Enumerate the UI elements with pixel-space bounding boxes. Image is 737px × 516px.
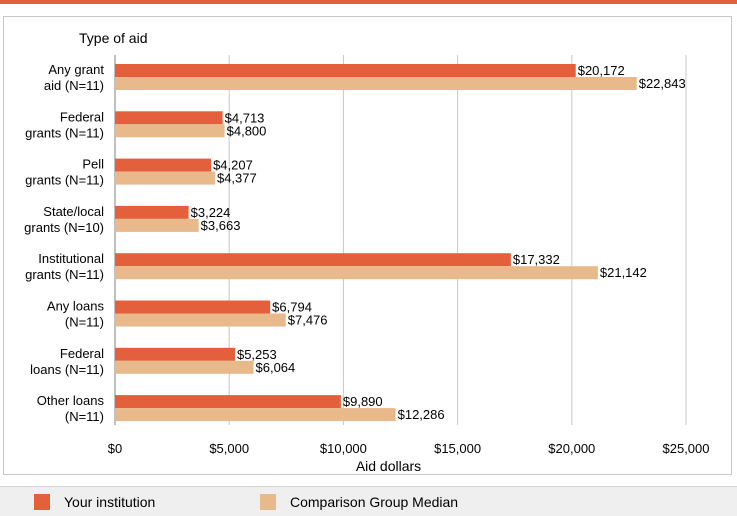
bar-institution — [115, 253, 511, 267]
bar-comparison — [115, 313, 286, 327]
category-label: State/local — [43, 204, 104, 219]
bars: $20,172 $22,843 $4,713$4,800 $4,207$4,377 $3… — [115, 63, 686, 422]
data-label-institution: $17,332 — [513, 252, 560, 267]
category-label: (N=11) — [65, 409, 104, 424]
bar-institution — [115, 300, 271, 314]
x-tick-label: $0 — [108, 441, 122, 456]
bar-institution — [115, 64, 576, 77]
legend-item-comparison: Comparison Group Median — [260, 494, 458, 510]
top-accent-bar — [0, 0, 737, 4]
chart-title: Type of aid — [79, 30, 148, 46]
x-tick-label: $25,000 — [663, 441, 710, 456]
legend-label-institution: Your institution — [64, 494, 156, 510]
data-label-comparison: $21,142 — [600, 265, 647, 280]
x-tick-label: $15,000 — [434, 441, 481, 456]
category-label: loans (N=11) — [30, 362, 104, 377]
bar-comparison — [115, 171, 215, 185]
category-label: grants (N=11) — [25, 267, 104, 282]
x-axis-label: Aid dollars — [356, 458, 421, 474]
data-label-institution: $6,794 — [272, 300, 312, 315]
category-label: aid (N=11) — [44, 78, 104, 93]
category-label: grants (N=10) — [24, 220, 104, 235]
category-label: Federal — [60, 346, 104, 361]
category-label: (N=11) — [65, 315, 104, 330]
data-label-institution: $4,713 — [225, 110, 265, 125]
bar-comparison — [115, 266, 598, 280]
category-label: Any grant — [48, 62, 104, 77]
legend-swatch-comparison — [260, 494, 276, 510]
bar-comparison — [115, 408, 396, 422]
data-label-institution: $3,224 — [191, 205, 231, 220]
legend-label-comparison: Comparison Group Median — [290, 494, 459, 510]
bar-institution — [115, 111, 223, 125]
bar-institution — [115, 205, 189, 219]
category-label: Other loans — [37, 393, 105, 408]
x-tick-label: $5,000 — [209, 441, 249, 456]
legend: Your institution Comparison Group Median — [0, 486, 737, 516]
bar-comparison — [115, 77, 637, 90]
category-label: Any loans — [47, 299, 105, 314]
data-label-institution: $20,172 — [578, 63, 625, 78]
category-label: Institutional — [38, 251, 104, 266]
data-label-comparison: $4,377 — [217, 171, 257, 186]
data-label-comparison: $4,800 — [227, 123, 267, 138]
bar-institution — [115, 347, 235, 361]
bar-institution — [115, 395, 341, 409]
bar-comparison — [115, 218, 199, 232]
data-label-comparison: $3,663 — [201, 218, 241, 233]
x-tick-label: $20,000 — [548, 441, 595, 456]
data-label-institution: $4,207 — [213, 158, 253, 173]
data-label-comparison: $12,286 — [398, 407, 445, 422]
data-label-institution: $5,253 — [237, 347, 277, 362]
bar-comparison — [115, 124, 225, 138]
data-label-comparison: $22,843 — [639, 76, 686, 91]
category-label: Federal — [60, 109, 104, 124]
category-label: grants (N=11) — [25, 125, 104, 140]
category-label: grants (N=11) — [25, 173, 104, 188]
bar-comparison — [115, 360, 254, 374]
legend-item-institution: Your institution — [34, 494, 155, 510]
data-label-comparison: $7,476 — [288, 313, 328, 328]
x-tick-label: $10,000 — [320, 441, 367, 456]
data-label-comparison: $6,064 — [256, 360, 296, 375]
x-tick-labels: $0 $5,000 $10,000 $15,000 $20,000 $25,000 — [108, 441, 710, 456]
legend-swatch-institution — [34, 494, 50, 510]
data-label-institution: $9,890 — [343, 394, 383, 409]
category-label: Pell — [82, 157, 104, 172]
bar-chart: Type of aid $20,172 $22,843 $4,713$4,800 $4… — [24, 30, 710, 474]
bar-institution — [115, 158, 212, 172]
